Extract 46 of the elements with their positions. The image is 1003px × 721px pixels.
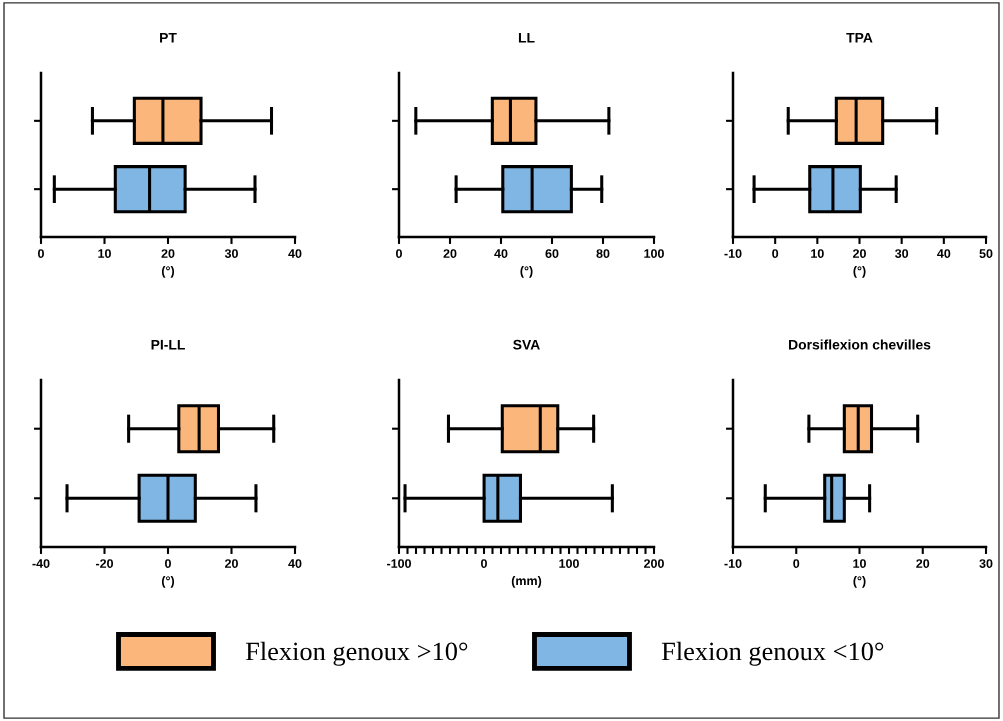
x-tick-label: 10	[811, 249, 824, 258]
x-tick-label: 0	[396, 249, 402, 258]
x-tick-label: 30	[979, 559, 993, 568]
x-tick-label: 0	[165, 559, 171, 568]
chart-title: TPA	[846, 32, 873, 43]
x-tick-label: 10	[853, 559, 866, 568]
x-tick-label: 0	[481, 559, 487, 568]
x-tick-label: 20	[916, 559, 930, 568]
x-tick-label: 20	[161, 249, 175, 258]
x-tick-label: 80	[596, 249, 610, 258]
x-axis-title: (°)	[161, 266, 175, 278]
x-tick-label: -10	[724, 559, 742, 568]
x-tick-label: 20	[443, 249, 457, 258]
x-tick-label: 200	[644, 559, 664, 568]
x-axis-title: (°)	[161, 576, 175, 588]
chart-title: PI-LL	[151, 339, 185, 350]
chart-title: LL	[518, 32, 535, 43]
x-tick-label: -10	[724, 249, 742, 258]
x-tick-label: 30	[895, 249, 909, 258]
chart-title: Dorsiflexion chevilles	[789, 339, 931, 350]
x-tick-label: 0	[793, 559, 800, 568]
x-tick-label: 30	[224, 249, 238, 258]
x-tick-label: 0	[38, 249, 44, 258]
x-tick-label: 40	[288, 249, 302, 258]
x-tick-label: 20	[224, 559, 238, 568]
x-tick-label: 60	[545, 249, 559, 258]
x-axis-title: (°)	[853, 266, 866, 278]
x-axis-title: (°)	[520, 266, 533, 278]
x-tick-label: 40	[494, 249, 508, 258]
x-tick-label: 100	[559, 559, 579, 568]
x-axis-title: (mm)	[511, 576, 542, 588]
x-tick-label: -20	[95, 559, 114, 568]
x-tick-label: 20	[852, 249, 866, 258]
chart-title: SVA	[513, 339, 540, 350]
x-tick-label: 40	[937, 249, 951, 258]
x-tick-label: 40	[288, 559, 302, 568]
x-tick-label: 10	[98, 249, 111, 258]
chart-title: PT	[160, 32, 177, 43]
legend-label: Flexion genoux <10°	[661, 641, 884, 666]
x-tick-label: 50	[979, 249, 993, 258]
x-axis-title: (°)	[853, 576, 866, 588]
x-tick-label: -40	[32, 559, 50, 568]
x-tick-label: 0	[772, 249, 779, 258]
x-tick-label: 100	[644, 249, 664, 258]
legend-label: Flexion genoux >10°	[245, 641, 468, 666]
x-tick-label: -100	[386, 559, 411, 568]
